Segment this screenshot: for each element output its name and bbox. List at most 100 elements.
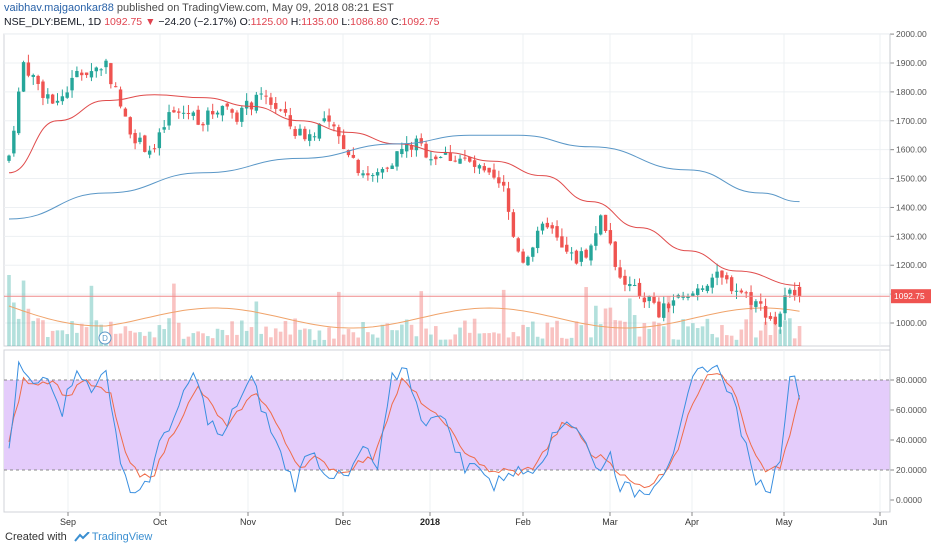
stoch-tick-label: 80.0000 [896, 375, 927, 385]
volume-bar [264, 326, 268, 346]
volume-bar [351, 332, 356, 346]
volume-bar [419, 291, 424, 346]
volume-bar [240, 320, 244, 346]
volume-bar [162, 329, 166, 346]
volume-bar [535, 336, 540, 346]
volume-bar [31, 320, 36, 346]
tradingview-brand[interactable]: TradingView [91, 531, 153, 543]
volume-bar [341, 334, 346, 346]
y-tick-label: 1700.00 [896, 116, 927, 126]
y-tick-label: 1900.00 [896, 58, 927, 68]
volume-bar [642, 323, 647, 346]
author-link[interactable]: vaibhav.majgaonkar88 [4, 2, 114, 14]
candle-body [492, 169, 496, 178]
volume-bar [623, 321, 627, 346]
candle-body [613, 241, 617, 267]
volume-bar [792, 338, 797, 346]
volume-bar [225, 335, 230, 346]
candle-body [424, 143, 428, 158]
candle-body [540, 223, 545, 231]
volume-bar [531, 321, 535, 346]
volume-bar [443, 339, 448, 346]
volume-bar [695, 328, 700, 346]
candle-body [691, 293, 695, 297]
volume-bar [307, 329, 312, 346]
candle-body [211, 111, 215, 115]
x-tick-label: Sep [60, 517, 76, 527]
candle-body [744, 292, 748, 294]
volume-bar [26, 308, 31, 346]
volume-bar [681, 319, 685, 346]
candle-body [647, 296, 651, 302]
candle-body [75, 70, 79, 78]
candle-body [361, 173, 365, 176]
volume-bar [739, 329, 744, 346]
candle-body [288, 115, 292, 127]
volume-bar [778, 329, 782, 346]
candle-body [725, 275, 729, 280]
candle-body [196, 109, 200, 125]
volume-bar [744, 319, 748, 346]
candle-body [244, 100, 249, 109]
candle-body [506, 188, 511, 212]
candle-body [128, 117, 132, 135]
candle-body [555, 226, 559, 238]
candle-body [152, 148, 157, 150]
ma50-line [8, 94, 800, 286]
candle-body [594, 233, 598, 246]
candle-body [177, 111, 181, 113]
candle-body [322, 118, 326, 122]
price-change: −24.20 (−2.17%) [158, 16, 237, 28]
volume-bar [686, 326, 690, 346]
candle-body [550, 225, 554, 229]
y-tick-label: 1200.00 [896, 260, 927, 270]
candle-body [681, 295, 685, 298]
candle-body [317, 123, 322, 139]
volume-bar [94, 320, 99, 346]
volume-bar [409, 324, 414, 346]
candle-body [579, 251, 583, 262]
volume-bar [763, 321, 768, 346]
axes: SepOctNovDec2018FebMarAprMayJun1000.0011… [60, 29, 931, 527]
volume-bar [797, 326, 802, 346]
candle-body [99, 69, 103, 71]
volume-bar [303, 328, 307, 346]
candle-body [409, 145, 414, 150]
candle-body [652, 296, 656, 303]
volume-bar [438, 339, 443, 346]
y-tick-label: 1600.00 [896, 145, 927, 155]
candle-body [526, 256, 530, 266]
volume-bar [210, 338, 215, 346]
candle-body [705, 285, 710, 292]
stoch-tick-label: 20.0000 [896, 465, 927, 475]
candle-body [419, 138, 423, 144]
candle-body [157, 132, 162, 149]
volume-bar [521, 324, 525, 346]
candle-body [657, 301, 661, 318]
volume-bar [691, 323, 695, 346]
volume-bar [463, 320, 467, 346]
volume-bar [555, 320, 559, 346]
ma200-line [8, 134, 800, 220]
candle-body [739, 290, 744, 293]
volume-bar [215, 328, 220, 346]
symbol-label[interactable]: NSE_DLY:BEML, 1D [4, 16, 102, 28]
footer: Created with TradingView [5, 530, 152, 544]
volume-bar [259, 333, 263, 346]
volume-bar [424, 328, 428, 346]
price-pane-frame [3, 33, 891, 347]
chart-canvas[interactable]: D Sep Oct Nov Dec 2018 Feb Mar Apr May Jun 1000.00… [0, 0, 932, 530]
volume-bar [7, 274, 11, 346]
volume-bar [196, 331, 200, 346]
volume-bar [172, 283, 176, 346]
candle-body [375, 172, 380, 176]
volume-bar [370, 334, 375, 346]
volume-bar [608, 307, 613, 346]
volume-bar [220, 329, 225, 346]
candle-body [114, 86, 118, 88]
candle-body [628, 284, 632, 287]
volume-bar [666, 295, 671, 346]
candle-body [463, 157, 467, 159]
volume-bar [317, 330, 322, 346]
x-tick-label: May [775, 517, 793, 527]
